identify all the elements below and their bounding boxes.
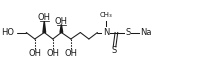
Text: S: S [112,46,117,55]
Text: S: S [125,28,130,37]
Text: CH₃: CH₃ [100,12,112,18]
Text: HO: HO [1,28,14,37]
Text: OH: OH [38,13,51,22]
Text: OH: OH [46,49,59,58]
Text: OH: OH [64,49,77,58]
Text: N: N [103,28,109,37]
Text: OH: OH [55,17,68,26]
Text: OH: OH [28,49,41,58]
Text: Na: Na [140,28,152,37]
Polygon shape [43,21,46,32]
Polygon shape [60,24,63,32]
